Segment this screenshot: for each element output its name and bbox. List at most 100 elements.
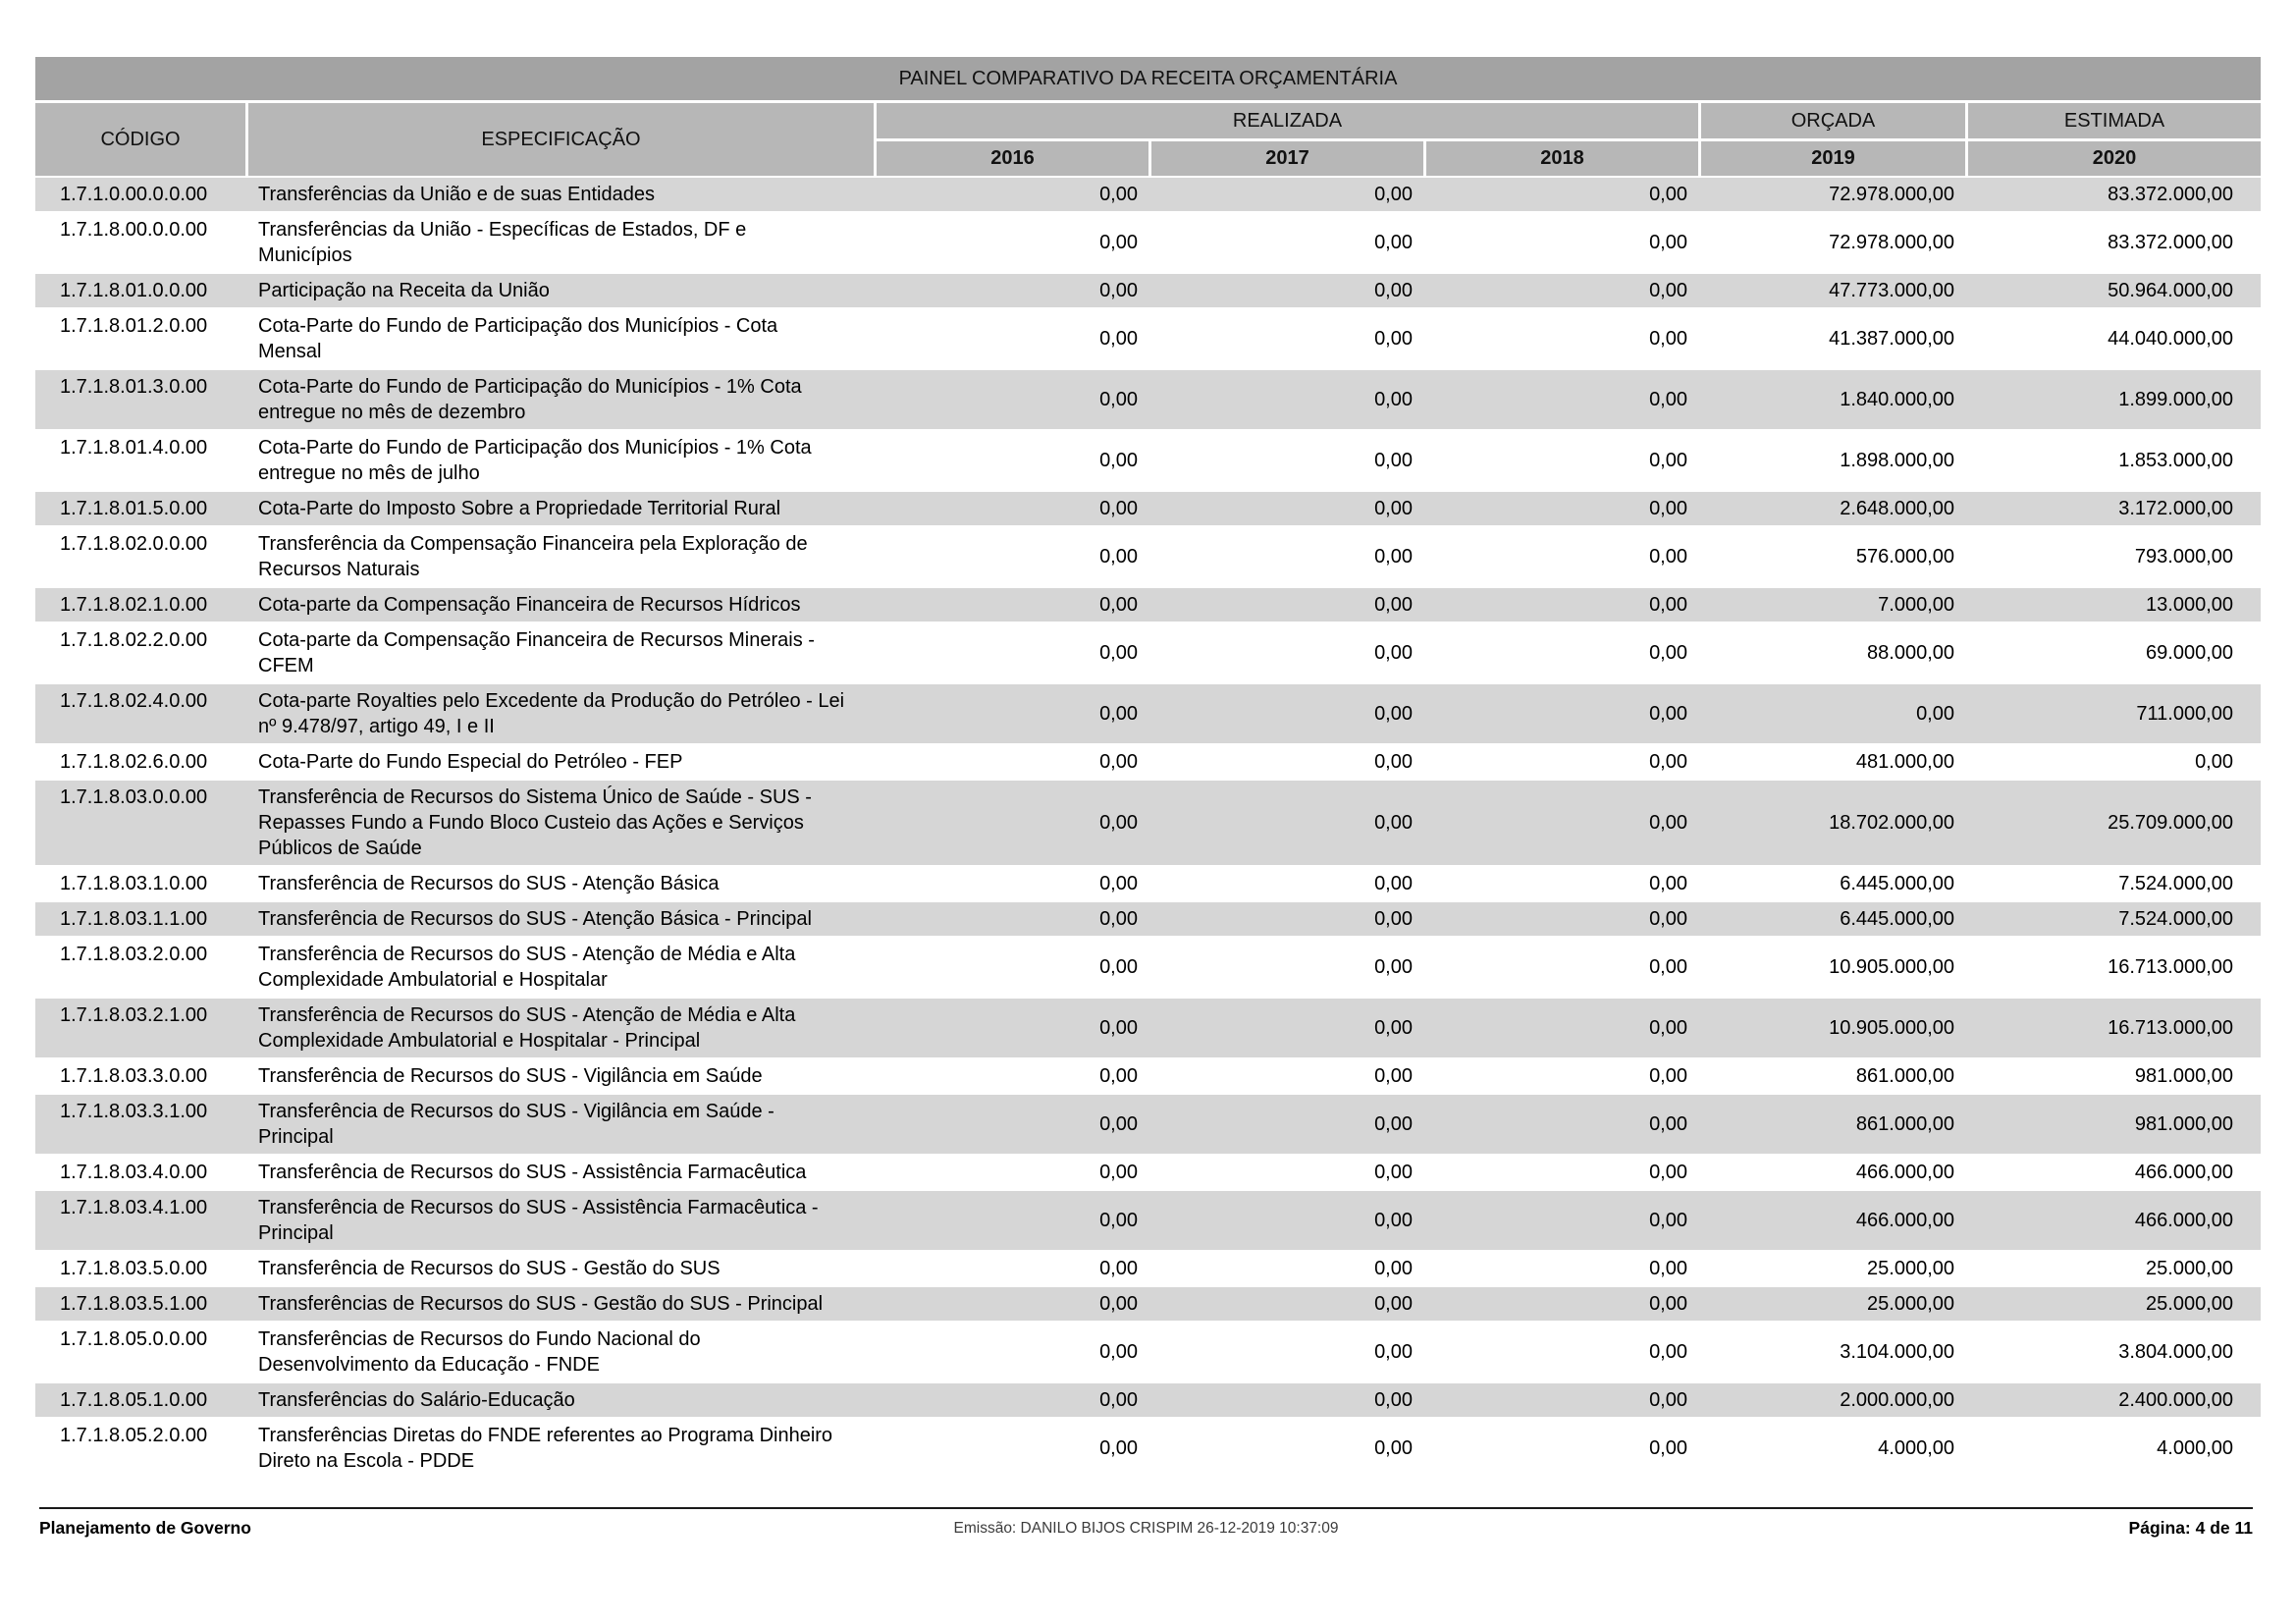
row-value-2019: 6.445.000,00 — [1840, 908, 1954, 930]
table-row: 1.7.1.8.01.5.0.00 Cota-Parte do Imposto … — [35, 490, 2261, 525]
row-value-2017: 0,00 — [1374, 1341, 1413, 1363]
row-value-2020: 466.000,00 — [2134, 1210, 2233, 1231]
row-value-2019: 466.000,00 — [1855, 1210, 1954, 1231]
row-value-2016: 0,00 — [1099, 703, 1138, 725]
table-row: 1.7.1.8.03.5.1.00 Transferências de Recu… — [35, 1285, 2261, 1321]
row-code: 1.7.1.8.03.5.0.00 — [60, 1258, 208, 1279]
row-spec: Transferência de Recursos do SUS - Atenç… — [258, 873, 720, 894]
footer-page-number: Página: 4 de 11 — [2128, 1518, 2253, 1538]
row-code: 1.7.1.8.05.1.0.00 — [60, 1389, 208, 1411]
row-value-2018: 0,00 — [1649, 498, 1687, 519]
row-value-2020: 2.400.000,00 — [2118, 1389, 2233, 1411]
row-value-2020: 50.964.000,00 — [2108, 280, 2233, 301]
row-value-2016: 0,00 — [1099, 751, 1138, 773]
row-value-2016: 0,00 — [1099, 642, 1138, 664]
row-value-2016: 0,00 — [1099, 1437, 1138, 1459]
row-value-2019: 0,00 — [1916, 703, 1954, 725]
row-code: 1.7.1.8.03.0.0.00 — [60, 786, 208, 808]
row-spec: Transferências do Salário-Educação — [258, 1389, 575, 1411]
row-code: 1.7.1.0.00.0.0.00 — [60, 184, 208, 205]
row-value-2016: 0,00 — [1099, 1389, 1138, 1411]
row-value-2019: 88.000,00 — [1867, 642, 1954, 664]
table-row: 1.7.1.8.03.5.0.00 Transferência de Recur… — [35, 1250, 2261, 1285]
row-value-2016: 0,00 — [1099, 450, 1138, 471]
row-value-2017: 0,00 — [1374, 184, 1413, 205]
row-value-2017: 0,00 — [1374, 498, 1413, 519]
row-value-2020: 13.000,00 — [2146, 594, 2233, 616]
footer-module-label: Planejamento de Governo — [39, 1518, 251, 1538]
row-value-2018: 0,00 — [1649, 1162, 1687, 1183]
row-value-2017: 0,00 — [1374, 280, 1413, 301]
row-value-2016: 0,00 — [1099, 1341, 1138, 1363]
row-value-2018: 0,00 — [1649, 594, 1687, 616]
table-body: 1.7.1.0.00.0.0.00 Transferências da Uniã… — [35, 176, 2261, 1478]
row-value-2020: 25.000,00 — [2146, 1293, 2233, 1315]
row-value-2018: 0,00 — [1649, 642, 1687, 664]
row-spec: Transferências de Recursos do SUS - Gest… — [258, 1293, 824, 1315]
table-row: 1.7.1.8.03.4.1.00 Transferência de Recur… — [35, 1189, 2261, 1250]
table-row: 1.7.1.8.02.6.0.00 Cota-Parte do Fundo Es… — [35, 743, 2261, 779]
row-value-2017: 0,00 — [1374, 751, 1413, 773]
col-group-orcada: ORÇADA — [1698, 103, 1965, 138]
table-row: 1.7.1.8.01.3.0.00 Cota-Parte do Fundo de… — [35, 368, 2261, 429]
row-value-2018: 0,00 — [1649, 1017, 1687, 1039]
col-header-2018: 2018 — [1423, 138, 1698, 176]
row-spec: Transferência de Recursos do SUS - Vigil… — [258, 1065, 763, 1087]
row-spec: Cota-parte da Compensação Financeira de … — [258, 629, 815, 676]
row-code: 1.7.1.8.01.0.0.00 — [60, 280, 208, 301]
row-value-2019: 466.000,00 — [1855, 1162, 1954, 1183]
row-code: 1.7.1.8.03.5.1.00 — [60, 1293, 208, 1315]
row-value-2018: 0,00 — [1649, 1437, 1687, 1459]
row-value-2016: 0,00 — [1099, 873, 1138, 894]
row-code: 1.7.1.8.03.4.0.00 — [60, 1162, 208, 1183]
table-row: 1.7.1.8.03.2.1.00 Transferência de Recur… — [35, 997, 2261, 1057]
row-value-2019: 3.104.000,00 — [1840, 1341, 1954, 1363]
table-row: 1.7.1.8.02.1.0.00 Cota-parte da Compensa… — [35, 586, 2261, 622]
row-value-2018: 0,00 — [1649, 280, 1687, 301]
row-value-2019: 6.445.000,00 — [1840, 873, 1954, 894]
table-row: 1.7.1.0.00.0.0.00 Transferências da Uniã… — [35, 176, 2261, 211]
col-header-2019: 2019 — [1698, 138, 1965, 176]
table-row: 1.7.1.8.03.3.0.00 Transferência de Recur… — [35, 1057, 2261, 1093]
table-row: 1.7.1.8.01.0.0.00 Participação na Receit… — [35, 272, 2261, 307]
budget-revenue-report: PAINEL COMPARATIVO DA RECEITA ORÇAMENTÁR… — [35, 57, 2261, 1478]
row-value-2020: 25.000,00 — [2146, 1258, 2233, 1279]
row-value-2020: 83.372.000,00 — [2108, 232, 2233, 253]
row-value-2018: 0,00 — [1649, 1210, 1687, 1231]
col-header-2016: 2016 — [874, 138, 1148, 176]
row-spec: Transferência de Recursos do SUS - Gestã… — [258, 1258, 721, 1279]
table-row: 1.7.1.8.03.1.0.00 Transferência de Recur… — [35, 865, 2261, 900]
page-footer: Planejamento de Governo Emissão: DANILO … — [39, 1507, 2253, 1539]
table-row: 1.7.1.8.03.2.0.00 Transferência de Recur… — [35, 936, 2261, 997]
row-code: 1.7.1.8.03.2.0.00 — [60, 944, 208, 965]
row-value-2020: 7.524.000,00 — [2118, 908, 2233, 930]
row-value-2020: 981.000,00 — [2134, 1065, 2233, 1087]
row-spec: Transferência de Recursos do Sistema Úni… — [258, 786, 812, 859]
table-row: 1.7.1.8.05.2.0.00 Transferências Diretas… — [35, 1417, 2261, 1478]
row-value-2016: 0,00 — [1099, 1017, 1138, 1039]
table-row: 1.7.1.8.02.2.0.00 Cota-parte da Compensa… — [35, 622, 2261, 682]
row-value-2017: 0,00 — [1374, 703, 1413, 725]
row-value-2020: 83.372.000,00 — [2108, 184, 2233, 205]
row-value-2018: 0,00 — [1649, 873, 1687, 894]
row-code: 1.7.1.8.00.0.0.00 — [60, 219, 208, 241]
row-value-2019: 2.648.000,00 — [1840, 498, 1954, 519]
row-value-2020: 4.000,00 — [2157, 1437, 2233, 1459]
row-value-2018: 0,00 — [1649, 1258, 1687, 1279]
row-value-2016: 0,00 — [1099, 1258, 1138, 1279]
row-spec: Transferências da União e de suas Entida… — [258, 184, 655, 205]
row-value-2020: 466.000,00 — [2134, 1162, 2233, 1183]
row-code: 1.7.1.8.02.2.0.00 — [60, 629, 208, 651]
row-value-2017: 0,00 — [1374, 594, 1413, 616]
row-spec: Transferências da União - Específicas de… — [258, 219, 747, 266]
row-value-2016: 0,00 — [1099, 184, 1138, 205]
row-value-2017: 0,00 — [1374, 908, 1413, 930]
row-spec: Cota-parte Royalties pelo Excedente da P… — [258, 690, 845, 737]
row-code: 1.7.1.8.03.4.1.00 — [60, 1197, 208, 1218]
row-value-2016: 0,00 — [1099, 389, 1138, 410]
row-code: 1.7.1.8.01.2.0.00 — [60, 315, 208, 337]
row-code: 1.7.1.8.02.6.0.00 — [60, 751, 208, 773]
row-value-2017: 0,00 — [1374, 956, 1413, 978]
row-code: 1.7.1.8.05.0.0.00 — [60, 1328, 208, 1350]
